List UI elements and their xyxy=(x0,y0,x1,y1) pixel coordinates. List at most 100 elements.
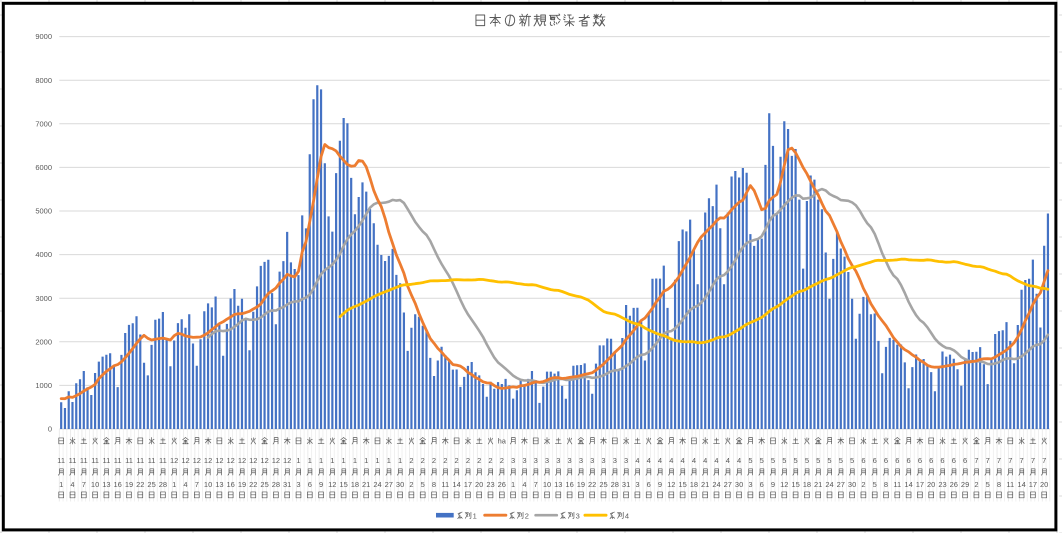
svg-text:9: 9 xyxy=(658,480,662,489)
svg-text:17: 17 xyxy=(1029,480,1037,489)
svg-text:ha: ha xyxy=(498,437,507,446)
svg-text:1: 1 xyxy=(387,456,391,465)
svg-text:8: 8 xyxy=(884,480,888,489)
svg-text:3: 3 xyxy=(748,480,752,489)
svg-text:6: 6 xyxy=(918,456,922,465)
svg-text:5: 5 xyxy=(816,456,820,465)
svg-text:11: 11 xyxy=(114,456,122,465)
svg-text:1000: 1000 xyxy=(35,381,52,390)
svg-text:4: 4 xyxy=(522,480,526,489)
svg-text:6: 6 xyxy=(895,456,899,465)
svg-text:7: 7 xyxy=(986,456,990,465)
svg-text:1: 1 xyxy=(172,480,176,489)
svg-text:12: 12 xyxy=(204,456,212,465)
svg-text:4: 4 xyxy=(647,456,651,465)
svg-text:24: 24 xyxy=(712,480,720,489)
svg-text:3: 3 xyxy=(568,456,572,465)
svg-text:11: 11 xyxy=(103,456,111,465)
svg-text:12: 12 xyxy=(328,480,336,489)
svg-text:11: 11 xyxy=(57,456,65,465)
svg-text:16: 16 xyxy=(565,480,573,489)
svg-text:25: 25 xyxy=(260,480,268,489)
svg-text:4: 4 xyxy=(737,456,741,465)
svg-text:24: 24 xyxy=(825,480,833,489)
svg-text:2: 2 xyxy=(525,511,529,520)
svg-text:11: 11 xyxy=(148,456,156,465)
svg-text:4: 4 xyxy=(726,456,730,465)
svg-text:1: 1 xyxy=(398,456,402,465)
svg-text:2: 2 xyxy=(455,456,459,465)
svg-text:15: 15 xyxy=(678,480,686,489)
svg-text:1: 1 xyxy=(473,511,477,520)
svg-text:21: 21 xyxy=(362,480,370,489)
svg-text:12: 12 xyxy=(181,456,189,465)
svg-text:23: 23 xyxy=(938,480,946,489)
svg-text:13: 13 xyxy=(102,480,110,489)
svg-text:7: 7 xyxy=(1008,456,1012,465)
svg-text:3: 3 xyxy=(545,456,549,465)
svg-text:16: 16 xyxy=(114,480,122,489)
svg-text:6: 6 xyxy=(884,456,888,465)
svg-text:19: 19 xyxy=(577,480,585,489)
svg-text:12: 12 xyxy=(272,456,280,465)
svg-text:10: 10 xyxy=(204,480,212,489)
svg-text:1: 1 xyxy=(375,456,379,465)
svg-text:7: 7 xyxy=(1020,456,1024,465)
svg-text:7: 7 xyxy=(974,456,978,465)
svg-text:5: 5 xyxy=(421,480,425,489)
svg-text:2: 2 xyxy=(974,480,978,489)
svg-text:25: 25 xyxy=(147,480,155,489)
svg-text:6: 6 xyxy=(861,456,865,465)
svg-text:30: 30 xyxy=(735,480,743,489)
svg-text:31: 31 xyxy=(622,480,630,489)
svg-text:8: 8 xyxy=(997,480,1001,489)
svg-text:28: 28 xyxy=(272,480,280,489)
svg-text:5: 5 xyxy=(850,456,854,465)
svg-text:11: 11 xyxy=(136,456,144,465)
svg-text:12: 12 xyxy=(227,456,235,465)
svg-text:15: 15 xyxy=(339,480,347,489)
svg-text:5: 5 xyxy=(771,456,775,465)
svg-text:6: 6 xyxy=(929,456,933,465)
svg-text:12: 12 xyxy=(170,456,178,465)
svg-text:27: 27 xyxy=(837,480,845,489)
svg-text:29: 29 xyxy=(961,480,969,489)
svg-text:5000: 5000 xyxy=(35,207,52,216)
svg-text:12: 12 xyxy=(260,456,268,465)
svg-text:7: 7 xyxy=(534,480,538,489)
svg-text:14: 14 xyxy=(452,480,460,489)
svg-text:2: 2 xyxy=(466,456,470,465)
svg-text:14: 14 xyxy=(904,480,912,489)
svg-text:4: 4 xyxy=(183,480,187,489)
svg-text:16: 16 xyxy=(227,480,235,489)
svg-text:3: 3 xyxy=(296,480,300,489)
svg-text:2: 2 xyxy=(861,480,865,489)
svg-text:2000: 2000 xyxy=(35,337,52,346)
svg-text:1: 1 xyxy=(511,480,515,489)
svg-text:6: 6 xyxy=(308,480,312,489)
svg-text:24: 24 xyxy=(373,480,381,489)
svg-text:23: 23 xyxy=(486,480,494,489)
svg-text:3: 3 xyxy=(590,456,594,465)
svg-text:3000: 3000 xyxy=(35,294,52,303)
svg-text:2: 2 xyxy=(432,456,436,465)
svg-text:1: 1 xyxy=(353,456,357,465)
svg-text:12: 12 xyxy=(249,456,257,465)
svg-text:1: 1 xyxy=(342,456,346,465)
svg-text:3: 3 xyxy=(511,456,515,465)
svg-text:11: 11 xyxy=(69,456,77,465)
svg-text:1: 1 xyxy=(319,456,323,465)
svg-text:6: 6 xyxy=(952,456,956,465)
svg-text:12: 12 xyxy=(215,456,223,465)
svg-text:9: 9 xyxy=(319,480,323,489)
svg-text:4: 4 xyxy=(658,456,662,465)
svg-text:18: 18 xyxy=(803,480,811,489)
svg-text:21: 21 xyxy=(701,480,709,489)
svg-text:4: 4 xyxy=(70,480,74,489)
svg-text:14: 14 xyxy=(1017,480,1025,489)
svg-text:22: 22 xyxy=(249,480,257,489)
svg-text:25: 25 xyxy=(599,480,607,489)
svg-text:12: 12 xyxy=(667,480,675,489)
svg-text:4: 4 xyxy=(714,456,718,465)
svg-text:2: 2 xyxy=(421,456,425,465)
